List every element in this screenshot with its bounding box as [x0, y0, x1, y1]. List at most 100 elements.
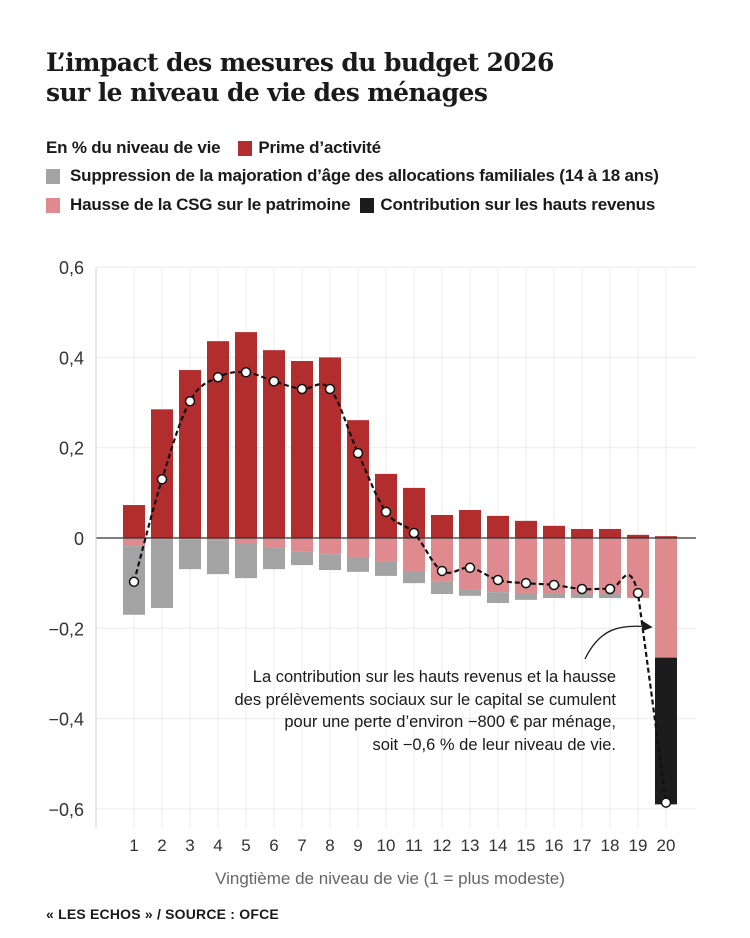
bar-suppression-de-la-majoration-d-age-des-allocations-familiales-14-a-18-ans — [347, 556, 369, 572]
bar-suppression-de-la-majoration-d-age-des-allocations-familiales-14-a-18-ans — [319, 554, 341, 571]
bar-prime-d-activite — [207, 341, 229, 538]
total-line-marker — [548, 579, 560, 591]
annotation-line-3: pour une perte d’environ −800 € par ména… — [284, 713, 616, 731]
y-tick-label: −0,6 — [48, 800, 84, 820]
bars — [123, 332, 677, 805]
total-line-marker — [436, 565, 448, 577]
total-line-marker — [576, 583, 588, 595]
bar-hausse-de-la-csg-sur-le-patrimoine — [655, 538, 677, 658]
title-line-1: L’impact des mesures du budget 2026 — [46, 48, 554, 77]
y-tick-label: 0,4 — [59, 348, 84, 368]
annotation-arrow-path — [584, 621, 653, 660]
y-tick-label: 0,2 — [59, 439, 84, 459]
total-line-marker — [408, 527, 420, 539]
bar-suppression-de-la-majoration-d-age-des-allocations-familiales-14-a-18-ans — [431, 581, 453, 594]
bar-suppression-de-la-majoration-d-age-des-allocations-familiales-14-a-18-ans — [263, 547, 285, 570]
bar-hausse-de-la-csg-sur-le-patrimoine — [543, 538, 565, 594]
x-tick-label: 2 — [157, 836, 166, 855]
annotation-line-4: soit −0,6 % de leur niveau de vie. — [372, 735, 616, 754]
legend-label-af: Suppression de la majoration d’âge des a… — [70, 166, 659, 185]
title-line-2: sur le niveau de vie des ménages — [46, 78, 488, 107]
total-line-marker — [156, 474, 168, 485]
total-line-marker — [604, 583, 616, 595]
bar-prime-d-activite — [263, 350, 285, 538]
x-tick-label: 20 — [657, 836, 676, 855]
bar-prime-d-activite — [599, 528, 621, 538]
x-tick-label: 16 — [545, 836, 564, 855]
bar-hausse-de-la-csg-sur-le-patrimoine — [403, 538, 425, 571]
x-tick-label: 3 — [185, 836, 194, 855]
legend-row-3: Hausse de la CSG sur le patrimoine Contr… — [46, 195, 655, 215]
bar-hausse-de-la-csg-sur-le-patrimoine — [627, 538, 649, 598]
bar-prime-d-activite — [571, 528, 593, 538]
axes: 0,60,40,20−0,2−0,4−0,61 2 3 4 5 6 7 8 9 10 11 12 13 1… — [48, 258, 675, 855]
legend-label-prime: Prime d’activité — [258, 138, 381, 157]
bar-prime-d-activite — [179, 370, 201, 538]
total-line-marker — [352, 447, 364, 459]
bar-suppression-de-la-majoration-d-age-des-allocations-familiales-14-a-18-ans — [179, 539, 201, 570]
source-credit: « LES ECHOS » / SOURCE : OFCE — [46, 906, 279, 922]
bar-prime-d-activite — [543, 525, 565, 538]
legend-swatch-csg — [46, 197, 60, 213]
bar-suppression-de-la-majoration-d-age-des-allocations-familiales-14-a-18-ans — [291, 551, 313, 566]
unit-label: En % du niveau de vie — [46, 138, 221, 157]
y-tick-label: 0,6 — [59, 258, 84, 278]
total-line-marker — [520, 577, 532, 589]
total-line-marker — [184, 395, 196, 407]
bar-suppression-de-la-majoration-d-age-des-allocations-familiales-14-a-18-ans — [515, 593, 537, 600]
legend-row-1: En % du niveau de vie Prime d’activité — [46, 138, 381, 158]
x-tick-label: 8 — [325, 836, 334, 855]
bar-prime-d-activite — [123, 505, 145, 538]
annotation-text: La contribution sur les hauts revenus et… — [150, 666, 616, 756]
bar-prime-d-activite — [459, 510, 481, 538]
bar-suppression-de-la-majoration-d-age-des-allocations-familiales-14-a-18-ans — [487, 592, 509, 604]
bar-suppression-de-la-majoration-d-age-des-allocations-familiales-14-a-18-ans — [235, 542, 257, 579]
x-tick-label: 18 — [601, 836, 620, 855]
total-line-marker — [324, 383, 336, 395]
y-tick-label: −0,2 — [48, 619, 84, 639]
bar-suppression-de-la-majoration-d-age-des-allocations-familiales-14-a-18-ans — [599, 593, 621, 599]
bar-hausse-de-la-csg-sur-le-patrimoine — [599, 538, 621, 594]
total-line-marker — [660, 797, 672, 808]
bar-prime-d-activite — [235, 332, 257, 538]
bar-prime-d-activite — [347, 420, 369, 538]
bar-prime-d-activite — [627, 534, 649, 538]
bar-hausse-de-la-csg-sur-le-patrimoine — [431, 538, 453, 582]
bar-prime-d-activite — [151, 409, 173, 538]
legend-item-prime: Prime d’activité — [238, 138, 381, 158]
x-tick-label: 4 — [213, 836, 222, 855]
bar-prime-d-activite — [403, 487, 425, 538]
bar-suppression-de-la-majoration-d-age-des-allocations-familiales-14-a-18-ans — [375, 561, 397, 576]
legend-swatch-chr — [360, 197, 375, 213]
x-tick-label: 6 — [269, 836, 278, 855]
bar-prime-d-activite — [515, 520, 537, 538]
legend-item-chr: Contribution sur les hauts revenus — [360, 195, 655, 215]
total-line-marker — [128, 576, 140, 588]
bar-suppression-de-la-majoration-d-age-des-allocations-familiales-14-a-18-ans — [207, 540, 229, 575]
total-line — [128, 367, 672, 808]
bar-hausse-de-la-csg-sur-le-patrimoine — [347, 538, 369, 557]
x-axis-title: Vingtième de niveau de vie (1 = plus mod… — [215, 869, 565, 888]
bar-hausse-de-la-csg-sur-le-patrimoine — [375, 538, 397, 562]
total-line-marker — [632, 587, 644, 599]
bar-hausse-de-la-csg-sur-le-patrimoine — [123, 538, 145, 547]
bar-prime-d-activite — [487, 515, 509, 538]
bar-suppression-de-la-majoration-d-age-des-allocations-familiales-14-a-18-ans — [543, 593, 565, 599]
x-tick-label: 14 — [489, 836, 508, 855]
legend-item-af: Suppression de la majoration d’âge des a… — [46, 166, 659, 186]
total-line-marker — [380, 506, 392, 518]
chart-plot: 0,60,40,20−0,2−0,4−0,61 2 3 4 5 6 7 8 9 10 11 12 13 1… — [48, 258, 696, 888]
legend-item-csg: Hausse de la CSG sur le patrimoine — [46, 195, 351, 215]
total-line-marker — [296, 383, 308, 395]
x-tick-label: 17 — [573, 836, 592, 855]
x-tick-label: 13 — [461, 836, 480, 855]
bar-prime-d-activite — [655, 536, 677, 538]
total-line-marker — [464, 562, 476, 574]
annotation-arrow — [584, 621, 653, 660]
bar-hausse-de-la-csg-sur-le-patrimoine — [151, 538, 173, 540]
legend-swatch-prime — [238, 140, 253, 156]
x-tick-label: 5 — [241, 836, 250, 855]
legend-swatch-af — [46, 168, 60, 184]
bar-hausse-de-la-csg-sur-le-patrimoine — [515, 538, 537, 594]
bar-hausse-de-la-csg-sur-le-patrimoine — [179, 538, 201, 540]
